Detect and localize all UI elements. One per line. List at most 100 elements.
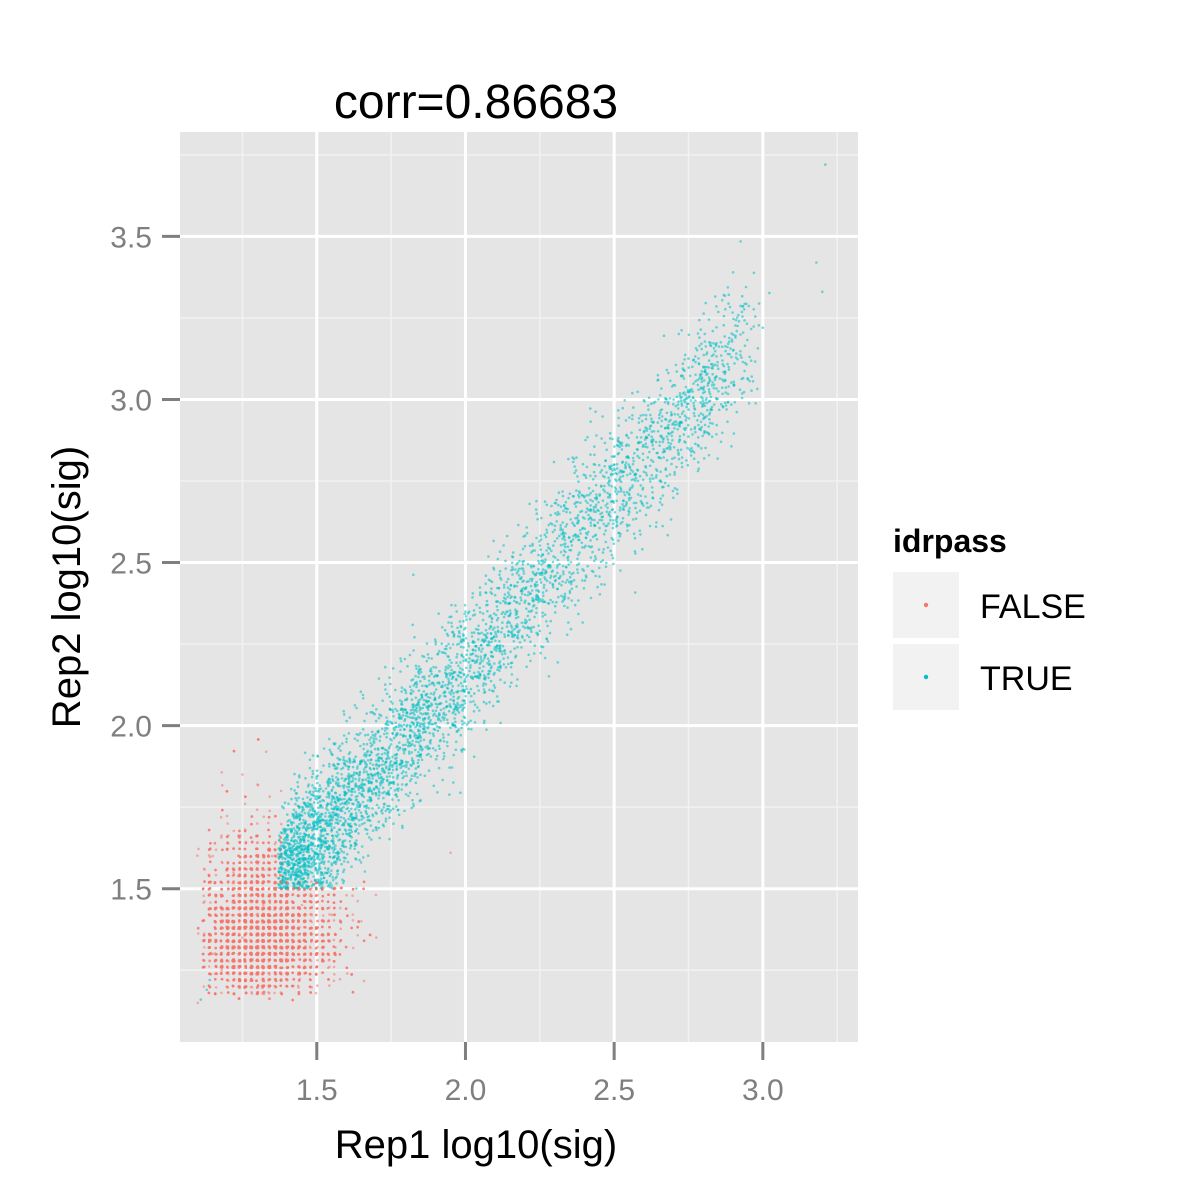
point-false xyxy=(214,873,218,877)
point-false xyxy=(243,802,247,806)
point-false xyxy=(232,868,236,871)
point-false xyxy=(261,934,264,937)
point-false xyxy=(356,934,360,937)
point-false xyxy=(298,971,301,975)
point-false xyxy=(220,913,224,917)
plot-panel xyxy=(180,132,858,1042)
point-false xyxy=(249,855,252,858)
point-false xyxy=(310,939,314,942)
point-false xyxy=(261,887,264,891)
point-false xyxy=(291,893,295,896)
point-false xyxy=(249,836,253,839)
point-false xyxy=(214,986,218,989)
point-false xyxy=(226,932,230,936)
point-false xyxy=(273,952,277,955)
point-false xyxy=(244,861,248,864)
point-false xyxy=(250,979,253,982)
point-false xyxy=(262,901,266,904)
point-false xyxy=(202,959,206,962)
point-false xyxy=(209,847,212,850)
point-false xyxy=(267,997,271,1000)
point-false xyxy=(196,854,199,857)
point-false xyxy=(231,894,235,897)
point-false xyxy=(328,984,331,987)
point-false xyxy=(262,841,265,845)
point-false xyxy=(261,907,264,911)
point-false xyxy=(310,894,313,898)
point-false xyxy=(350,926,353,930)
point-false xyxy=(339,927,343,930)
point-false xyxy=(274,920,278,923)
point-false xyxy=(314,894,318,897)
point-false xyxy=(244,795,247,798)
point-false xyxy=(214,932,217,935)
point-false xyxy=(310,932,313,936)
point-false xyxy=(213,907,217,911)
point-false xyxy=(274,959,277,962)
point-false xyxy=(267,958,271,962)
point-false xyxy=(238,986,241,989)
point-false xyxy=(238,867,241,870)
point-false xyxy=(255,926,259,929)
point-false xyxy=(208,946,211,949)
point-false xyxy=(267,815,271,819)
point-false xyxy=(344,907,348,910)
point-false xyxy=(303,900,307,903)
point-false xyxy=(209,914,212,917)
point-false xyxy=(243,906,247,910)
point-false xyxy=(227,887,230,890)
point-false xyxy=(238,906,241,909)
point-false xyxy=(226,965,229,969)
point-false xyxy=(243,953,247,957)
point-false xyxy=(256,881,260,884)
point-false xyxy=(238,861,242,864)
point-false xyxy=(273,932,277,936)
point-false xyxy=(322,919,325,922)
point-false xyxy=(308,958,312,962)
point-false xyxy=(227,874,230,877)
point-false xyxy=(203,900,206,903)
point-false xyxy=(232,862,235,865)
point-false xyxy=(231,966,235,969)
point-false xyxy=(314,940,318,943)
point-false xyxy=(203,880,206,883)
point-false xyxy=(255,867,259,870)
point-false xyxy=(226,880,230,883)
point-false xyxy=(302,966,306,970)
point-false xyxy=(274,979,278,983)
point-false xyxy=(268,927,271,930)
point-false xyxy=(226,971,230,974)
point-false xyxy=(226,951,230,955)
point-false xyxy=(232,992,236,996)
point-false xyxy=(250,875,254,878)
point-false xyxy=(315,907,319,910)
point-false xyxy=(256,738,260,741)
point-false xyxy=(238,952,241,955)
point-false xyxy=(231,881,235,885)
point-false xyxy=(268,984,272,988)
point-false xyxy=(244,913,248,917)
point-false xyxy=(267,991,271,995)
point-false xyxy=(346,972,349,975)
point-false xyxy=(207,880,211,884)
point-false xyxy=(286,893,289,896)
point-false xyxy=(332,901,336,904)
point-false xyxy=(345,966,349,970)
point-false xyxy=(209,842,212,845)
point-false xyxy=(225,939,228,943)
point-false xyxy=(268,795,272,798)
point-false xyxy=(321,894,325,898)
point-false xyxy=(231,984,235,988)
point-false xyxy=(249,907,253,911)
point-false xyxy=(279,901,282,904)
point-false xyxy=(309,900,313,904)
point-false xyxy=(314,973,318,976)
point-false xyxy=(256,958,259,962)
point-false xyxy=(256,875,259,878)
point-false xyxy=(327,919,331,922)
point-false xyxy=(244,947,248,950)
point-false xyxy=(243,959,247,963)
point-false xyxy=(279,932,283,936)
point-false xyxy=(226,986,229,989)
point-false xyxy=(214,965,218,968)
